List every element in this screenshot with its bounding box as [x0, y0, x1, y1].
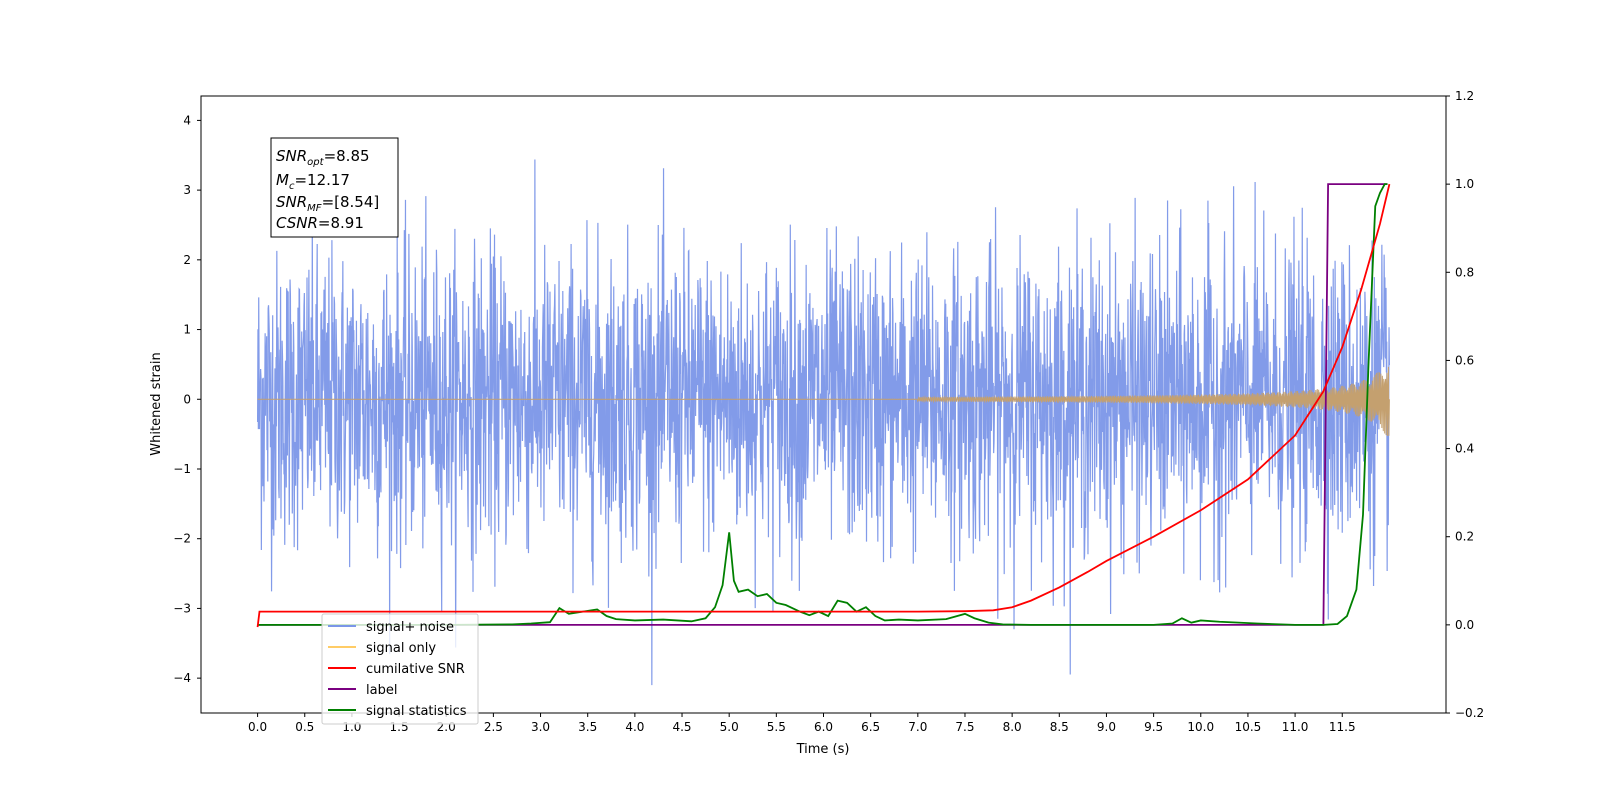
- series-line-3: [257, 183, 1388, 626]
- x-tick-label: 2.5: [484, 720, 503, 734]
- signal-noise-line: [256, 159, 1391, 686]
- x-tick-label: 4.0: [625, 720, 644, 734]
- x-axis-label: Time (s): [796, 742, 850, 757]
- annotation-line-snr-opt: SNRopt=8.85: [276, 147, 370, 168]
- x-tick-label: 6.0: [814, 720, 833, 734]
- x-tick-label: 10.0: [1187, 720, 1214, 734]
- x-tick-label: 6.5: [861, 720, 880, 734]
- signal-only-series: [257, 366, 1390, 436]
- x-tick-label: 7.5: [955, 720, 974, 734]
- y2-tick-label: 0.8: [1455, 265, 1474, 279]
- legend-label-stats: signal statistics: [366, 704, 467, 719]
- annotation-line-mc: Mc=12.17: [276, 171, 350, 192]
- y-tick-label: 2: [183, 253, 191, 267]
- legend-label-csnr: cumilative SNR: [366, 662, 465, 677]
- legend-label-label: label: [366, 683, 397, 698]
- legend: signal+ noise signal only cumilative SNR…: [321, 613, 479, 725]
- y-tick-label: 4: [183, 113, 191, 127]
- y-axis-label: Whitened strain: [149, 352, 164, 455]
- x-tick-label: 8.0: [1003, 720, 1022, 734]
- x-tick-label: 5.0: [720, 720, 739, 734]
- x-tick-label: 9.5: [1144, 720, 1163, 734]
- x-tick-label: 5.5: [767, 720, 786, 734]
- y-tick-label: −4: [173, 671, 191, 685]
- y-tick-label: −3: [173, 601, 191, 615]
- legend-frame: [321, 613, 479, 725]
- annotation-box: SNRopt=8.85 Mc=12.17 SNRMF=[8.54] CSNR=8…: [270, 137, 399, 238]
- y-tick-label: 0: [183, 392, 191, 406]
- x-tick-label: 0.5: [295, 720, 314, 734]
- series-line-2: [256, 183, 1391, 628]
- x-tick-label: 3.0: [531, 720, 550, 734]
- x-tick-label: 7.0: [908, 720, 927, 734]
- signal-only-line: [257, 366, 1390, 436]
- x-tick-label: 8.5: [1050, 720, 1069, 734]
- x-tick-label: 4.5: [672, 720, 691, 734]
- x-tick-label: 3.5: [578, 720, 597, 734]
- y-tick-label: 1: [183, 323, 191, 337]
- right-axis-series: [256, 183, 1391, 628]
- legend-label-noise: signal+ noise: [366, 620, 454, 635]
- x-tick-label: 9.0: [1097, 720, 1116, 734]
- x-tick-label: 10.5: [1235, 720, 1262, 734]
- x-tick-label: 0.0: [248, 720, 267, 734]
- y2-tick-label: 0.6: [1455, 353, 1474, 367]
- y-axis-right: 1.2 1.0 0.8 0.6 0.4 0.2 0.0 −0.2: [1446, 89, 1484, 720]
- annotation-line-snr-mf: SNRMF=[8.54]: [276, 193, 379, 214]
- signal-noise-series: [256, 159, 1391, 686]
- x-axis: 0.0 0.5 1.0 1.5 2.0 2.5 3.0 3.5 4.0 4.5 5.0 5.5 6.0 6…: [248, 713, 1356, 734]
- y-axis-left: 4 3 2 1 0 −1 −2 −3 −4: [173, 113, 201, 685]
- annotation-line-csnr: CSNR=8.91: [276, 214, 364, 232]
- x-tick-label: 11.0: [1282, 720, 1309, 734]
- x-tick-label: 11.5: [1329, 720, 1356, 734]
- y2-tick-label: −0.2: [1455, 706, 1484, 720]
- y2-tick-label: 0.4: [1455, 442, 1474, 456]
- legend-label-signal: signal only: [366, 641, 436, 656]
- y-tick-label: 3: [183, 183, 191, 197]
- y2-tick-label: 0.2: [1455, 530, 1474, 544]
- y-tick-label: −2: [173, 532, 191, 546]
- y2-tick-label: 1.0: [1455, 177, 1474, 191]
- y-tick-label: −1: [173, 462, 191, 476]
- y2-tick-label: 0.0: [1455, 618, 1474, 632]
- y2-tick-label: 1.2: [1455, 89, 1474, 103]
